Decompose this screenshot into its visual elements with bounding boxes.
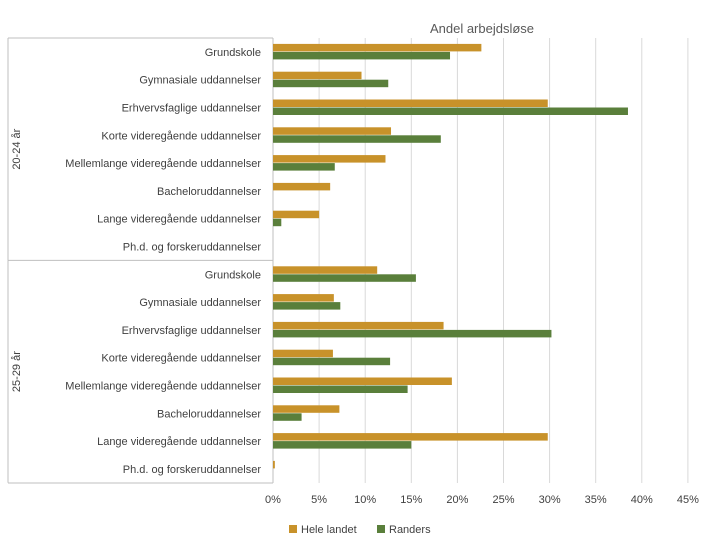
bars: [273, 43, 628, 469]
x-axis-tick-labels: 0% 5% 10% 15% 20% 25% 30% 35% 40% 45%: [265, 494, 699, 506]
category-label: Erhvervsfaglige uddannelser: [122, 325, 262, 337]
x-tick-label: 0%: [265, 494, 281, 506]
legend-swatch: [377, 525, 385, 533]
bar-hele-landet: [273, 266, 378, 274]
category-label: Bacheloruddannelser: [157, 186, 261, 198]
legend-label: Randers: [389, 524, 431, 536]
bar-randers: [273, 51, 451, 60]
bar-randers: [273, 357, 391, 366]
group-label: 25-29 år: [11, 351, 23, 392]
legend-swatch: [289, 525, 297, 533]
category-label: Grundskole: [205, 269, 261, 281]
category-label: Korte videregående uddannelser: [101, 130, 261, 142]
bar-hele-landet: [273, 210, 320, 219]
bar-hele-landet: [273, 321, 444, 330]
x-tick-label: 20%: [446, 494, 468, 506]
category-label: Lange videregående uddannelser: [97, 436, 261, 448]
chart-title: Andel arbejdsløse: [430, 21, 534, 36]
category-label: Korte videregående uddannelser: [101, 353, 261, 365]
category-label: Gymnasiale uddannelser: [139, 297, 261, 309]
group-labels: 20-24 år 25-29 år: [11, 128, 23, 392]
bar-randers: [273, 302, 341, 310]
legend-label: Hele landet: [301, 524, 357, 536]
x-tick-label: 35%: [585, 494, 607, 506]
category-label: Mellemlange videregående uddannelser: [65, 381, 261, 393]
bar-randers: [273, 135, 441, 143]
bar-hele-landet: [273, 99, 548, 107]
x-tick-label: 25%: [492, 494, 514, 506]
group-label: 20-24 år: [11, 128, 23, 169]
bar-randers: [273, 107, 628, 115]
bar-hele-landet: [273, 377, 452, 385]
bar-hele-landet: [273, 182, 331, 191]
bar-hele-landet: [273, 349, 333, 358]
bar-hele-landet: [273, 71, 362, 80]
bar-hele-landet: [273, 405, 340, 413]
category-label: Ph.d. og forskeruddannelser: [123, 464, 262, 476]
bar-randers: [273, 79, 389, 88]
bar-hele-landet: [273, 294, 334, 302]
x-tick-label: 40%: [631, 494, 653, 506]
category-label: Ph.d. og forskeruddannelser: [123, 242, 262, 254]
x-tick-label: 45%: [677, 494, 699, 506]
bar-hele-landet: [273, 155, 386, 163]
category-label: Lange videregående uddannelser: [97, 214, 261, 226]
category-label: Bacheloruddannelser: [157, 408, 261, 420]
bar-randers: [273, 274, 416, 282]
x-tick-label: 10%: [354, 494, 376, 506]
bar-hele-landet: [273, 433, 548, 441]
x-tick-label: 5%: [311, 494, 327, 506]
bar-hele-landet: [273, 460, 275, 469]
category-labels: Grundskole Gymnasiale uddannelser Erhvervs…: [65, 47, 261, 476]
x-tick-label: 30%: [539, 494, 561, 506]
bar-randers: [273, 163, 335, 171]
category-label: Gymnasiale uddannelser: [139, 75, 261, 87]
x-tick-label: 15%: [400, 494, 422, 506]
bar-randers: [273, 413, 302, 421]
bar-hele-landet: [273, 43, 482, 52]
category-label: Grundskole: [205, 47, 261, 59]
bar-randers: [273, 218, 282, 227]
bar-randers: [273, 385, 408, 393]
bar-randers: [273, 329, 552, 338]
legend: Hele landet Randers: [289, 524, 431, 536]
bar-randers: [273, 441, 412, 449]
bar-hele-landet: [273, 127, 392, 135]
category-label: Mellemlange videregående uddannelser: [65, 158, 261, 170]
category-label: Erhvervsfaglige uddannelser: [122, 103, 262, 115]
